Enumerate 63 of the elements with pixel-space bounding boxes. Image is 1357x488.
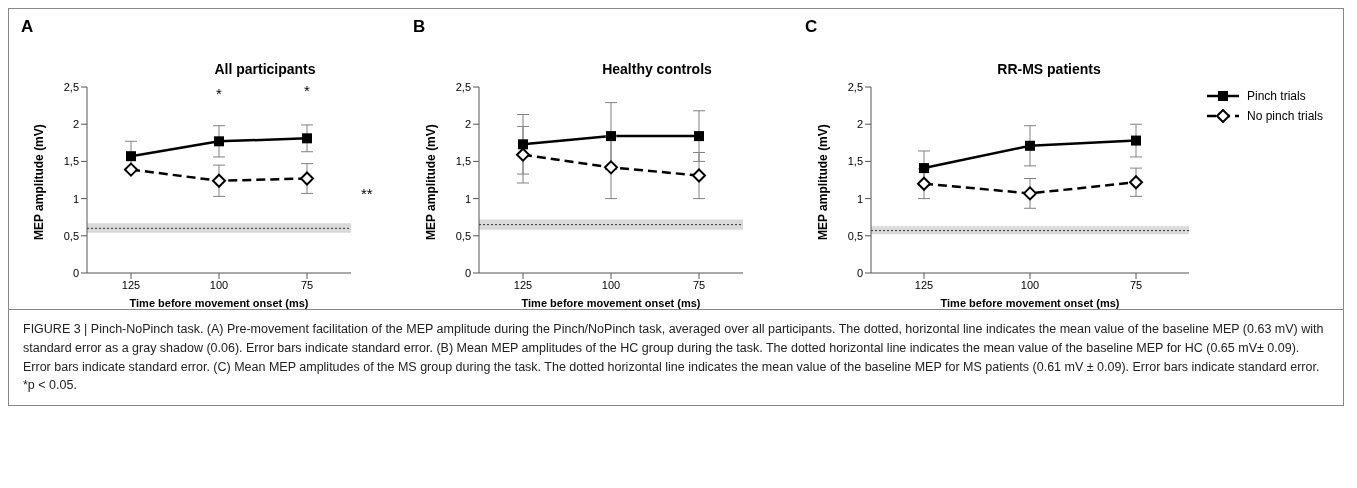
point <box>694 131 704 142</box>
annotation: * <box>304 81 311 99</box>
y-tick-label: 2 <box>464 118 471 131</box>
point <box>604 160 618 175</box>
y-tick-label: 1,5 <box>847 155 863 168</box>
x-tick-label: 75 <box>300 278 314 291</box>
point <box>917 176 931 191</box>
point <box>214 136 224 147</box>
y-tick-label: 2,5 <box>63 80 79 93</box>
text: A <box>21 17 34 37</box>
caption: FIGURE 3 | Pinch-NoPinch task. (A) Pre-movement facilitation of the MEP amplitude during the Pinch/NoPinch task, averaged over all participants. The dotted, horizontal line indicates the mean value of the baseline MEP (0.63 mV) with standard error as a gray shadow (0.06). Error bars indicate standard error. (B) Mean MEP amplitudes of the HC group during the task. The dotted horizontal line indicates the mean value of the baseline MEP for HC (0.65 mV± 0.09). Error bars indicate standard error. (C) Mean MEP amplitudes of the MS group during the task. The dotted horizontal line indicates the mean value of the baseline MEP for MS patients (0.61 mV ± 0.09). Error bars indicate standard error. *p < 0.05. <box>23 321 1325 395</box>
y-tick-label: 0,5 <box>847 229 863 242</box>
y-tick-label: 0 <box>464 266 471 279</box>
point <box>1129 175 1143 190</box>
point <box>1131 135 1141 146</box>
x-tick-label: 125 <box>914 278 934 291</box>
text: C <box>805 17 818 37</box>
y-axis-title: MEP amplitude (mV) <box>816 124 831 240</box>
point <box>300 171 314 186</box>
point <box>212 173 226 188</box>
x-tick-label: 100 <box>209 278 229 291</box>
chart-title: Healthy controls <box>601 61 713 77</box>
x-axis-title: Time before movement onset (ms) <box>521 297 701 309</box>
legend-label: No pinch trials <box>1247 109 1324 123</box>
y-tick-label: 2,5 <box>455 80 471 93</box>
x-tick-label: 125 <box>513 278 533 291</box>
point <box>919 163 929 174</box>
x-tick-label: 75 <box>1129 278 1143 291</box>
x-tick-label: 100 <box>1020 278 1040 291</box>
y-axis-title: MEP amplitude (mV) <box>424 124 439 240</box>
point <box>302 133 312 144</box>
y-tick-label: 0 <box>856 266 863 279</box>
text: ** <box>361 185 373 202</box>
x-tick-label: 125 <box>121 278 141 291</box>
y-tick-label: 0,5 <box>63 229 79 242</box>
point <box>606 131 616 142</box>
y-tick-label: 0 <box>72 266 79 279</box>
point <box>126 151 136 162</box>
point <box>692 168 706 183</box>
legend-label: Pinch trials <box>1247 89 1306 103</box>
point <box>516 147 530 162</box>
text: B <box>413 17 426 37</box>
y-tick-label: 2 <box>72 118 79 131</box>
y-tick-label: 1 <box>464 192 471 205</box>
x-axis-title: Time before movement onset (ms) <box>940 297 1120 309</box>
point <box>124 162 138 177</box>
y-tick-label: 1,5 <box>455 155 471 168</box>
x-tick-label: 75 <box>692 278 706 291</box>
y-tick-label: 2 <box>856 118 863 131</box>
point <box>1023 186 1037 201</box>
y-tick-label: 2,5 <box>847 80 863 93</box>
y-tick-label: 1,5 <box>63 155 79 168</box>
point <box>1025 140 1035 151</box>
y-tick-label: 1 <box>72 192 79 205</box>
point <box>518 139 528 150</box>
chart-title: RR-MS patients <box>996 61 1102 77</box>
y-tick-label: 0,5 <box>455 229 471 242</box>
y-axis-title: MEP amplitude (mV) <box>32 124 47 240</box>
x-tick-label: 100 <box>601 278 621 291</box>
y-tick-label: 1 <box>856 192 863 205</box>
chart-title: All participants <box>213 61 317 77</box>
annotation: * <box>216 84 223 102</box>
x-axis-title: Time before movement onset (ms) <box>129 297 309 309</box>
